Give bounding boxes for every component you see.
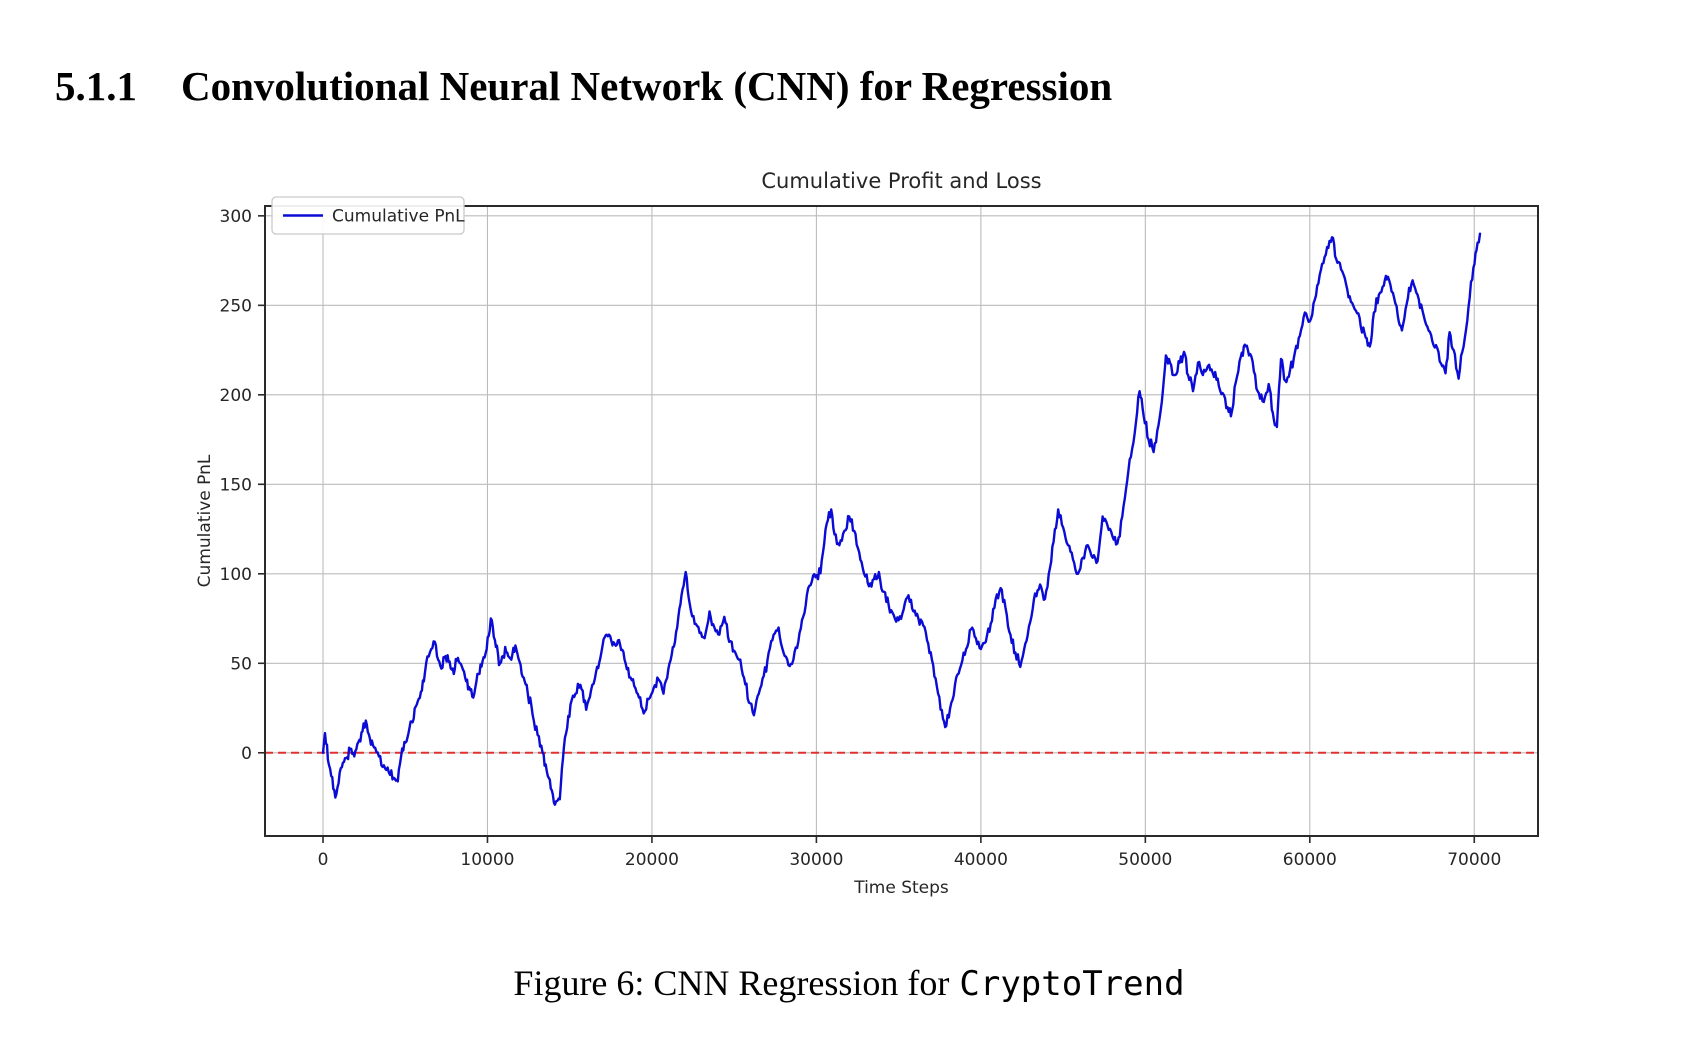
x-axis-label: Time Steps xyxy=(853,878,949,898)
x-tick-label: 50000 xyxy=(1118,850,1172,870)
x-tick-label: 60000 xyxy=(1283,850,1337,870)
section-number: 5.1.1 xyxy=(55,63,137,110)
x-tick-label: 0 xyxy=(318,850,329,870)
y-tick-label: 0 xyxy=(241,744,252,764)
y-tick-label: 150 xyxy=(220,475,252,495)
axes-frame xyxy=(264,205,1539,837)
caption-code: CryptoTrend xyxy=(959,964,1185,1004)
y-tick-label: 100 xyxy=(220,565,252,585)
y-tick-label: 300 xyxy=(220,207,252,227)
x-tick-label: 70000 xyxy=(1447,850,1501,870)
legend: Cumulative PnL xyxy=(271,196,465,235)
legend-label: Cumulative PnL xyxy=(332,207,465,227)
y-axis-label: Cumulative PnL xyxy=(195,454,215,587)
y-tick-label: 50 xyxy=(230,654,252,674)
section-heading: 5.1.1 Convolutional Neural Network (CNN) … xyxy=(55,62,1112,110)
x-tick-label: 40000 xyxy=(954,850,1008,870)
cumulative-pnl-chart: 0 10000 20000 30000 40000 50000 60000 70000 0 50 1… xyxy=(195,169,1539,898)
x-tick-label: 30000 xyxy=(789,850,843,870)
legend-box xyxy=(271,196,465,235)
section-title: Convolutional Neural Network (CNN) for R… xyxy=(181,63,1113,110)
figure-caption: Figure 6: CNN Regression for CryptoTrend xyxy=(0,962,1698,1004)
y-tick-label: 200 xyxy=(220,386,252,406)
chart-title: Cumulative Profit and Loss xyxy=(761,169,1041,193)
x-tick-label: 10000 xyxy=(460,850,514,870)
pnl-line xyxy=(321,232,1482,806)
tick-labels: 0 10000 20000 30000 40000 50000 60000 70000 0 50 1… xyxy=(220,207,1502,870)
grid xyxy=(265,206,1538,836)
y-tick-label: 250 xyxy=(220,296,252,316)
x-tick-label: 20000 xyxy=(625,850,679,870)
caption-text: Figure 6: CNN Regression for xyxy=(513,963,950,1003)
